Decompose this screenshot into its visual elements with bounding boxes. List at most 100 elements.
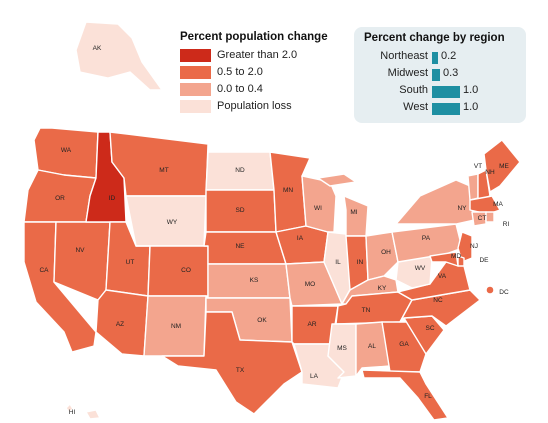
- population-change-legend: Percent population change Greater than 2…: [180, 31, 350, 115]
- state-label-CT: CT: [478, 215, 487, 222]
- state-label-TX: TX: [236, 367, 245, 374]
- state-label-DE: DE: [479, 257, 489, 264]
- state-label-MO: MO: [305, 281, 315, 288]
- state-NY[interactable]: [395, 179, 475, 225]
- state-AL[interactable]: [355, 321, 391, 377]
- state-label-IN: IN: [357, 259, 364, 266]
- state-label-UT: UT: [126, 259, 135, 266]
- legend-label: Population loss: [217, 100, 292, 112]
- state-label-NY: NY: [457, 205, 467, 212]
- state-label-KY: KY: [378, 285, 387, 292]
- state-ME[interactable]: [483, 139, 521, 193]
- legend-swatch: [180, 99, 211, 113]
- state-label-WY: WY: [167, 219, 178, 226]
- state-label-AZ: AZ: [116, 321, 124, 328]
- region-change-panel: Percent change by region Northeast 0.2 Mi…: [354, 27, 526, 123]
- region-value: 0.2: [441, 50, 457, 62]
- state-labels: AK HI WA OR CA NV ID MT WY UT AZ CO NM ND SD NE KS OK TX MN…: [39, 45, 509, 416]
- region-bar: [432, 69, 440, 81]
- state-TX[interactable]: [161, 311, 303, 415]
- region-row: Midwest 0.3: [354, 67, 526, 84]
- legend-title: Percent population change: [180, 31, 328, 43]
- state-MT[interactable]: [109, 131, 209, 197]
- state-label-MD: MD: [451, 253, 461, 260]
- state-MI[interactable]: [343, 195, 369, 237]
- state-MD[interactable]: [429, 251, 459, 267]
- state-MI-upper[interactable]: [317, 173, 357, 187]
- state-label-NE: NE: [235, 243, 245, 250]
- legend-item: Population loss: [180, 98, 350, 114]
- state-label-IA: IA: [297, 235, 304, 242]
- state-label-MS: MS: [337, 345, 347, 352]
- legend-swatch: [180, 82, 211, 96]
- state-label-HI: HI: [69, 409, 76, 416]
- region-value: 0.3: [443, 67, 459, 79]
- state-label-NM: NM: [171, 323, 181, 330]
- state-HI-island[interactable]: [85, 409, 101, 420]
- state-HI[interactable]: [65, 403, 74, 413]
- state-label-OH: OH: [381, 249, 391, 256]
- state-CT[interactable]: [471, 211, 487, 227]
- state-label-CA: CA: [39, 267, 49, 274]
- state-label-OR: OR: [55, 195, 65, 202]
- state-label-NV: NV: [75, 247, 85, 254]
- state-label-ME: ME: [499, 163, 509, 170]
- legend-item: 0.5 to 2.0: [180, 64, 350, 80]
- state-label-MN: MN: [283, 187, 293, 194]
- legend-item: 0.0 to 0.4: [180, 81, 350, 97]
- state-label-WV: WV: [415, 265, 426, 272]
- state-label-AK: AK: [93, 45, 102, 52]
- state-OH[interactable]: [365, 231, 399, 281]
- legend-label: Greater than 2.0: [217, 49, 298, 61]
- region-row: West 1.0: [354, 101, 526, 118]
- state-label-RI: RI: [503, 221, 510, 228]
- region-row: Northeast 0.2: [354, 50, 526, 67]
- region-name: West: [403, 101, 428, 113]
- legend-swatch: [180, 65, 211, 79]
- legend-item: Greater than 2.0: [180, 47, 350, 63]
- region-panel-title: Percent change by region: [364, 32, 505, 44]
- state-label-WA: WA: [61, 147, 72, 154]
- state-label-SD: SD: [235, 207, 244, 214]
- state-label-MI: MI: [350, 209, 357, 216]
- state-label-DC: DC: [499, 289, 509, 296]
- state-label-IL: IL: [335, 259, 341, 266]
- region-value: 1.0: [463, 84, 479, 96]
- state-label-FL: FL: [424, 393, 432, 400]
- state-label-NC: NC: [433, 297, 443, 304]
- region-bar: [432, 86, 460, 98]
- state-label-VT: VT: [474, 163, 482, 170]
- state-IA[interactable]: [275, 225, 329, 265]
- state-label-NJ: NJ: [470, 243, 478, 250]
- state-label-NH: NH: [485, 169, 495, 176]
- state-label-MA: MA: [493, 201, 503, 208]
- state-NV[interactable]: [53, 221, 111, 301]
- state-DC[interactable]: [485, 285, 495, 295]
- state-label-ID: ID: [109, 195, 116, 202]
- state-NE[interactable]: [203, 231, 287, 265]
- state-label-AR: AR: [307, 321, 316, 328]
- state-label-GA: GA: [399, 341, 409, 348]
- state-VT[interactable]: [467, 173, 479, 201]
- state-label-LA: LA: [310, 373, 319, 380]
- state-AK[interactable]: [75, 21, 163, 91]
- state-label-PA: PA: [422, 235, 431, 242]
- state-label-TN: TN: [362, 307, 371, 314]
- state-label-OK: OK: [257, 317, 267, 324]
- region-name: Northeast: [380, 50, 428, 62]
- state-NJ[interactable]: [457, 231, 473, 263]
- state-label-ND: ND: [235, 167, 245, 174]
- region-value: 1.0: [463, 101, 479, 113]
- state-RI[interactable]: [485, 211, 495, 223]
- region-name: Midwest: [387, 67, 428, 79]
- state-label-KS: KS: [250, 277, 259, 284]
- legend-label: 0.0 to 0.4: [217, 83, 263, 95]
- state-label-WI: WI: [314, 205, 322, 212]
- state-PA[interactable]: [391, 223, 463, 263]
- state-FL[interactable]: [361, 369, 449, 421]
- legend-swatch: [180, 48, 211, 62]
- legend-label: 0.5 to 2.0: [217, 66, 263, 78]
- state-label-MT: MT: [159, 167, 168, 174]
- region-name: South: [399, 84, 428, 96]
